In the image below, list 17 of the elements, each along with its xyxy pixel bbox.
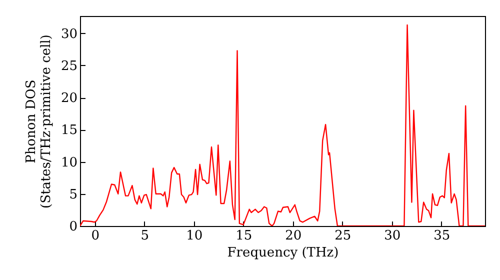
y-tick-label: 20	[60, 91, 78, 106]
y-axis-title: Phonon DOS (States/THz·primitive cell)	[24, 34, 54, 209]
y-tick-label: 5	[69, 187, 78, 202]
x-tick-label: 0	[91, 228, 100, 244]
x-tick-label: 5	[140, 228, 150, 244]
x-tick-label: 25	[334, 228, 352, 244]
x-tick-label: 15	[236, 228, 252, 244]
x-axis-title: Frequency (THz)	[227, 246, 339, 260]
x-tick-label: 10	[186, 228, 203, 244]
y-tick-label: 10	[60, 155, 78, 170]
x-tick-label: 30	[384, 228, 401, 244]
y-tick-label: 25	[60, 58, 78, 74]
x-tick-label: 35	[434, 228, 450, 244]
line-series	[80, 24, 485, 226]
x-tick-label: 20	[285, 228, 302, 244]
y-tick-label: 30	[60, 26, 78, 42]
y-tick-label: 15	[60, 123, 78, 138]
